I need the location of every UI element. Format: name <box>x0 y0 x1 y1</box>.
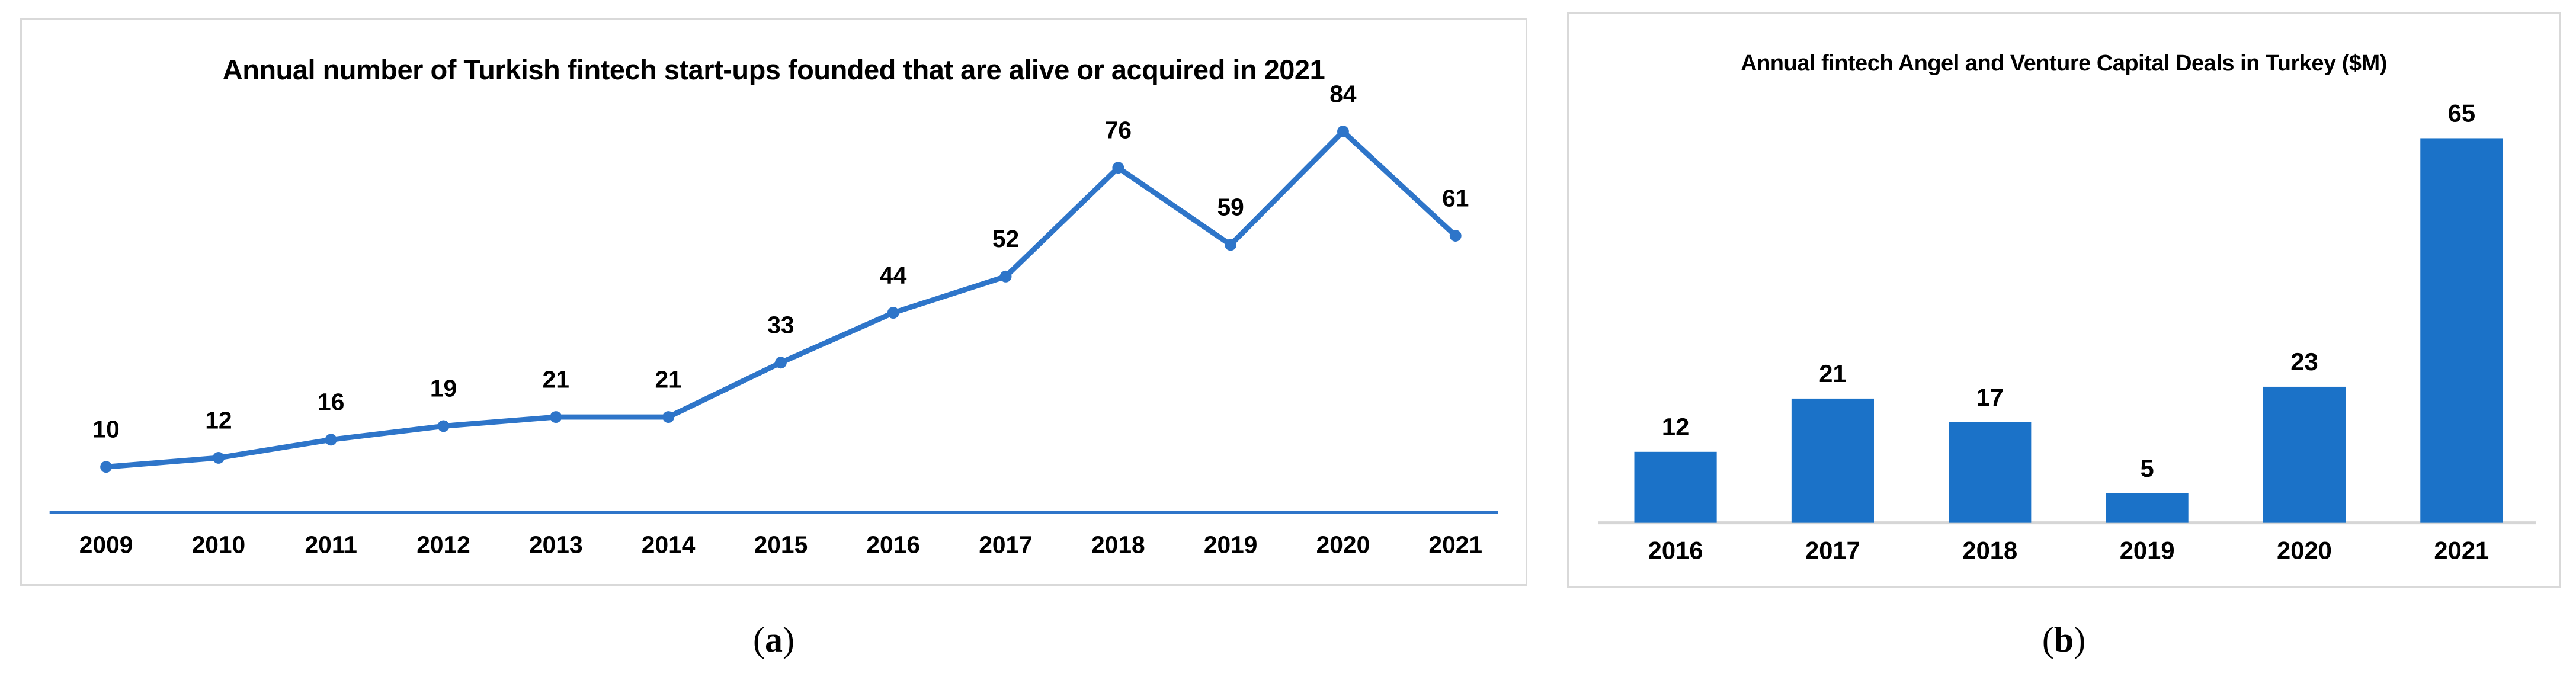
bar-2016 <box>1634 451 1717 523</box>
line-data-label-2010: 12 <box>205 406 232 434</box>
line-data-label-2012: 19 <box>430 375 457 402</box>
line-tick-2018: 2018 <box>1091 531 1145 558</box>
panel-line-chart: 10 2009 12 2010 16 2011 19 2012 21 2013 21 2014 33 20… <box>20 18 1527 586</box>
line-chart: 10 2009 12 2010 16 2011 19 2012 21 2013 21 2014 33 20… <box>49 80 1498 558</box>
bar-tick-2017: 2017 <box>1805 536 1860 564</box>
bar-2020 <box>2263 386 2346 523</box>
line-data-label-2017: 52 <box>992 225 1019 252</box>
caption-b: (b) <box>1567 618 2561 661</box>
line-tick-2017: 2017 <box>979 531 1033 558</box>
bar-data-label-2017: 21 <box>1819 360 1846 387</box>
line-point-2020 <box>1337 126 1349 137</box>
bar-2019 <box>2106 493 2189 523</box>
line-tick-2019: 2019 <box>1204 531 1258 558</box>
line-tick-2009: 2009 <box>79 531 133 558</box>
line-tick-2011: 2011 <box>305 531 357 558</box>
line-series <box>103 129 1459 470</box>
line-point-2013 <box>550 411 562 423</box>
line-tick-2013: 2013 <box>529 531 583 558</box>
bar-2018 <box>1949 422 2032 523</box>
line-data-label-2009: 10 <box>92 416 119 443</box>
line-tick-2020: 2020 <box>1316 531 1370 558</box>
line-data-label-2011: 16 <box>318 389 344 416</box>
caption-b-letter: b <box>2053 620 2074 659</box>
line-point-2021 <box>1449 230 1462 242</box>
bar-data-label-2019: 5 <box>2141 454 2154 482</box>
bar-tick-2016: 2016 <box>1648 536 1703 564</box>
line-point-2019 <box>1225 239 1237 251</box>
line-point-2015 <box>774 357 787 369</box>
line-data-label-2021: 61 <box>1442 184 1469 211</box>
caption-a-letter: a <box>765 620 783 659</box>
line-data-label-2013: 21 <box>543 365 569 393</box>
bar-data-label-2020: 23 <box>2290 348 2318 376</box>
bar-tick-2020: 2020 <box>2277 536 2332 564</box>
bar-chart: 12 2016 21 2017 17 2018 5 2019 23 2020 65 2021 <box>1598 100 2536 564</box>
caption-a-paren-open: ( <box>753 620 765 659</box>
line-data-label-2019: 59 <box>1217 194 1244 221</box>
caption-b-paren-close: ) <box>2074 620 2086 659</box>
line-point-2009 <box>100 461 113 473</box>
bar-tick-2021: 2021 <box>2434 536 2489 564</box>
line-data-label-2014: 21 <box>655 365 681 393</box>
line-point-2010 <box>212 452 225 464</box>
line-tick-2016: 2016 <box>866 531 920 558</box>
bar-2021 <box>2420 138 2503 523</box>
line-point-2017 <box>999 270 1012 283</box>
line-tick-2015: 2015 <box>754 531 808 558</box>
line-data-label-2020: 84 <box>1329 80 1357 107</box>
line-point-2014 <box>662 411 675 423</box>
bar-data-label-2018: 17 <box>1976 383 2004 411</box>
line-data-label-2018: 76 <box>1105 117 1132 144</box>
line-point-2018 <box>1112 162 1124 174</box>
line-point-2011 <box>325 434 337 446</box>
bar-chart-title: Annual fintech Angel and Venture Capital… <box>1741 51 2387 76</box>
bar-tick-2018: 2018 <box>1962 536 2017 564</box>
line-data-label-2016: 44 <box>880 261 907 288</box>
line-chart-title: Annual number of Turkish fintech start-u… <box>222 54 1325 85</box>
bar-data-label-2016: 12 <box>1662 413 1689 441</box>
line-data-label-2015: 33 <box>767 312 794 339</box>
bar-data-label-2021: 65 <box>2448 100 2475 127</box>
line-point-2012 <box>437 420 450 432</box>
line-tick-2014: 2014 <box>642 531 696 558</box>
line-point-2016 <box>887 307 899 319</box>
caption-a-paren-close: ) <box>783 620 794 659</box>
panel-bar-chart: 12 2016 21 2017 17 2018 5 2019 23 2020 65 2021 Annu… <box>1567 12 2561 588</box>
caption-a: (a) <box>20 618 1527 661</box>
bar-2017 <box>1791 398 1874 523</box>
line-tick-2010: 2010 <box>192 531 246 558</box>
line-tick-2012: 2012 <box>416 531 470 558</box>
caption-b-paren-open: ( <box>2042 620 2054 659</box>
line-tick-2021: 2021 <box>1428 531 1482 558</box>
bar-tick-2019: 2019 <box>2120 536 2175 564</box>
